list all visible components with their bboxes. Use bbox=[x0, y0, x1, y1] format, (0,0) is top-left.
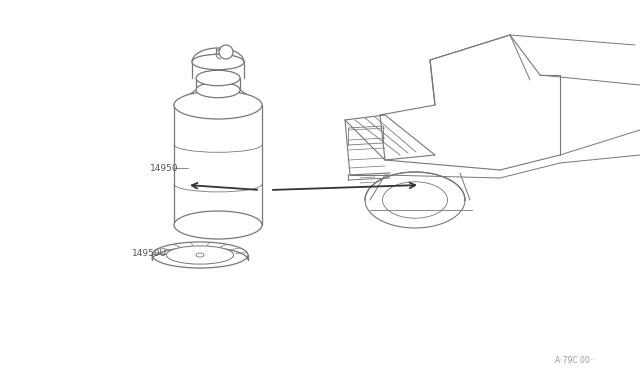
Ellipse shape bbox=[192, 54, 244, 70]
Text: A·79C 00··: A·79C 00·· bbox=[555, 356, 595, 365]
Ellipse shape bbox=[152, 242, 248, 268]
Ellipse shape bbox=[196, 82, 240, 98]
Text: 14950U: 14950U bbox=[132, 250, 167, 259]
Ellipse shape bbox=[219, 45, 233, 59]
Ellipse shape bbox=[174, 211, 262, 239]
Ellipse shape bbox=[174, 91, 262, 119]
Ellipse shape bbox=[166, 246, 234, 264]
Text: 14950: 14950 bbox=[150, 164, 179, 173]
Ellipse shape bbox=[196, 70, 240, 86]
Ellipse shape bbox=[196, 253, 204, 257]
